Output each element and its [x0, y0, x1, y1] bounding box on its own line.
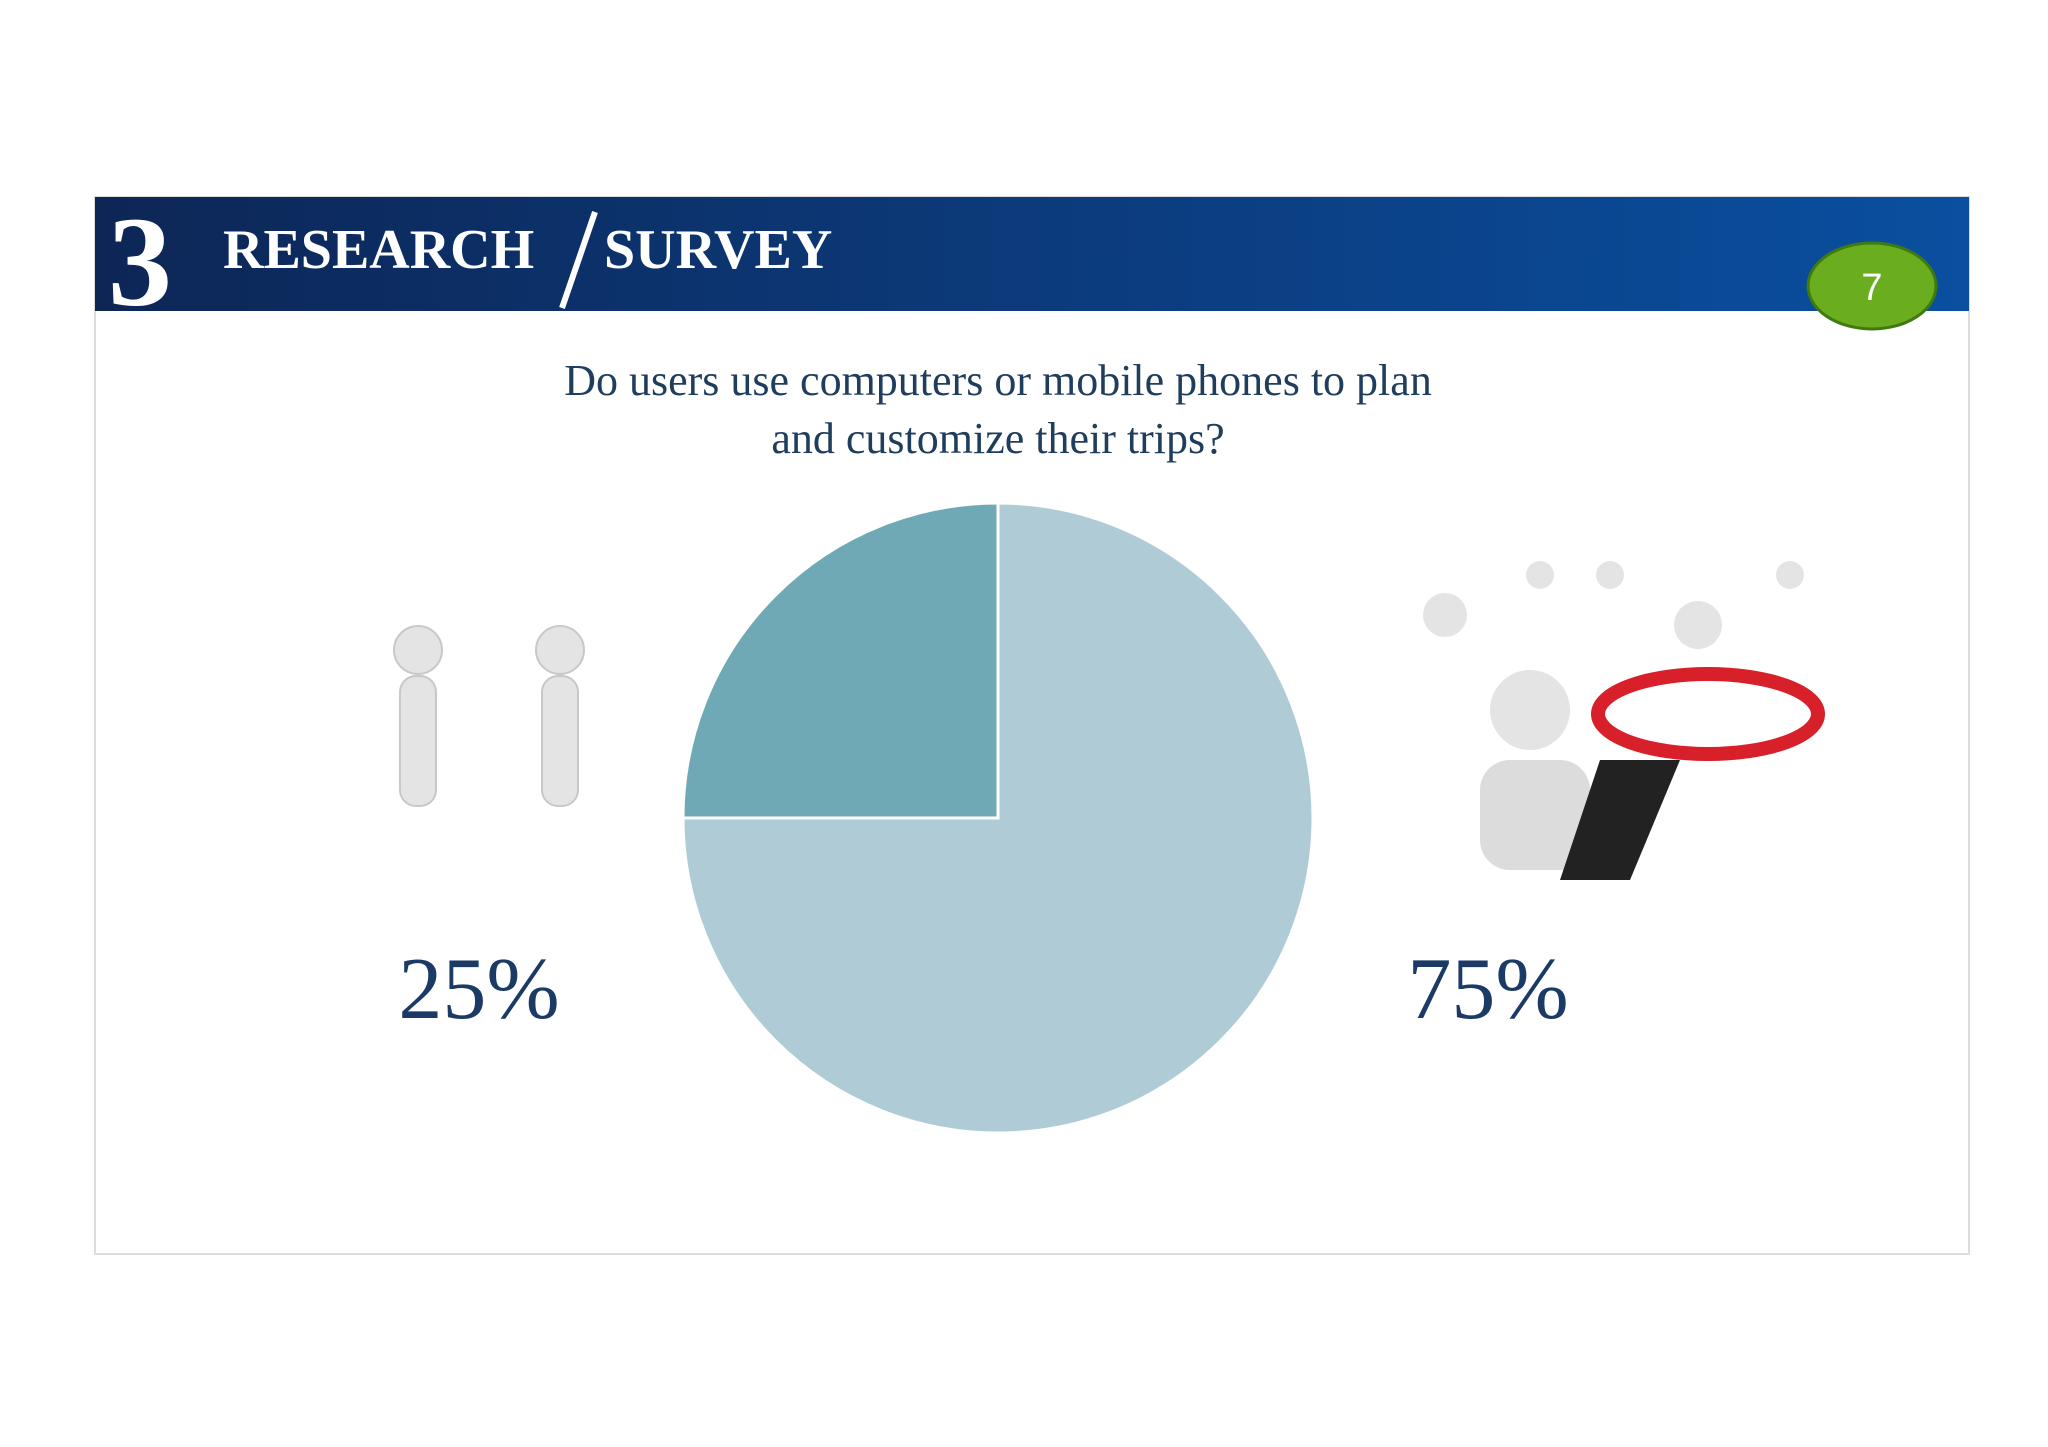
header-right: SURVEY	[604, 219, 832, 281]
page-badge	[1806, 241, 1938, 331]
value-label: 25%	[398, 941, 559, 1038]
page-number: 7	[1861, 267, 1882, 309]
chart-title: Do users use computers or mobile phones …	[564, 356, 1432, 463]
header-left: RESEARCH	[223, 219, 534, 281]
pie-slice	[681, 501, 1315, 1135]
phone-users-illustration	[393, 625, 585, 807]
value-label: 75%	[1407, 941, 1568, 1038]
computer-users-illustration	[1423, 561, 1825, 880]
pie-chart: 25% 75%	[398, 501, 1569, 1135]
header-slash	[559, 211, 598, 309]
header-band	[95, 197, 1969, 311]
pie-slice	[681, 501, 1000, 820]
section-number: 3	[108, 191, 172, 333]
